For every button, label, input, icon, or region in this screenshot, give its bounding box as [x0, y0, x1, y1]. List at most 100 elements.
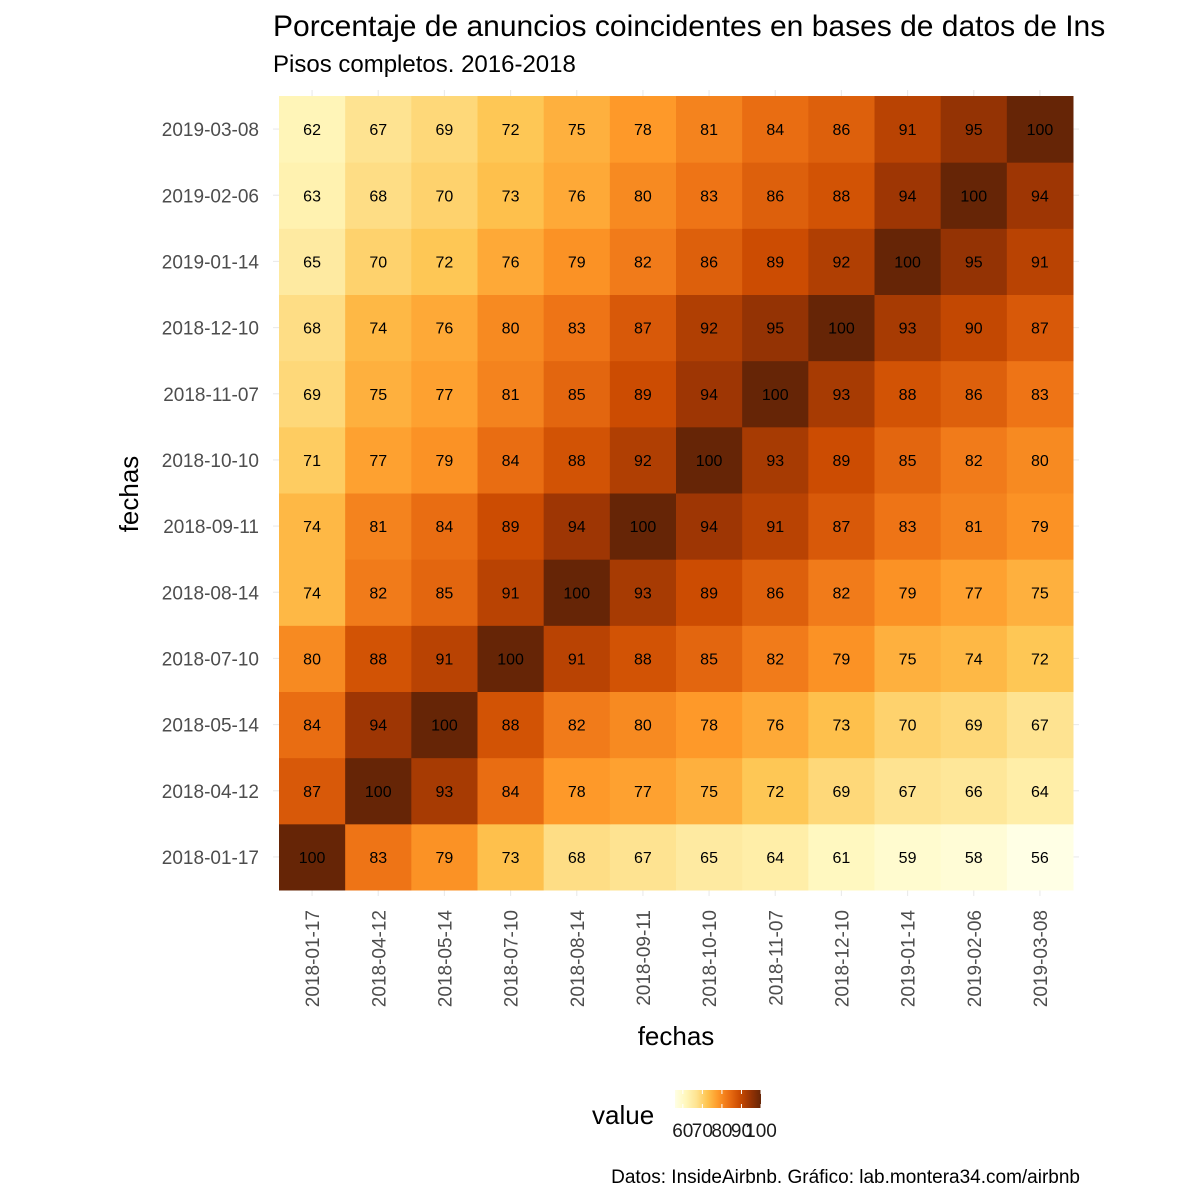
heatmap-cell [477, 162, 545, 229]
heatmap-cell [411, 823, 478, 891]
cell-value-label: 67 [634, 850, 652, 867]
cell-value-label: 75 [700, 784, 718, 801]
heatmap-cell [874, 493, 942, 560]
cell-value-label: 84 [502, 784, 520, 801]
heatmap-cell [543, 757, 611, 825]
heatmap-cell [543, 625, 611, 692]
x-tick-label: 2019-02-06 [965, 910, 986, 1007]
cell-value-label: 94 [700, 519, 718, 536]
heatmap-cell [742, 360, 809, 428]
cell-value-label: 95 [965, 122, 983, 139]
heatmap-cell [477, 559, 545, 626]
cell-value-label: 74 [965, 651, 983, 668]
cell-value-label: 86 [766, 188, 784, 205]
y-tick-label: 2018-12-10 [162, 319, 259, 340]
heatmap-cell [345, 426, 412, 494]
cell-value-label: 100 [894, 254, 921, 271]
cell-value-label: 93 [436, 784, 454, 801]
heatmap-cell [1006, 162, 1074, 229]
heatmap-cell [279, 96, 346, 163]
cell-value-label: 61 [833, 850, 851, 867]
heatmap-cell [742, 228, 809, 295]
cell-value-label: 79 [833, 651, 851, 668]
heatmap-cell [477, 625, 545, 692]
heatmap-cell [1006, 493, 1074, 560]
heatmap-cell [411, 294, 478, 362]
cell-value-label: 79 [436, 453, 454, 470]
heatmap-cell [411, 559, 478, 626]
cell-value-label: 80 [1031, 453, 1049, 470]
heatmap-cell [543, 426, 611, 494]
cell-value-label: 92 [634, 453, 652, 470]
heatmap-cell [940, 294, 1008, 362]
heatmap-cell [345, 162, 412, 229]
heatmap-cell [1006, 823, 1074, 891]
cell-value-label: 82 [634, 254, 652, 271]
heatmap-cell [543, 228, 611, 295]
cell-value-label: 100 [365, 784, 392, 801]
heatmap-cell [1006, 228, 1074, 295]
heatmap-cell [940, 823, 1008, 891]
legend-colorbar [675, 1090, 761, 1108]
heatmap-cell [742, 625, 809, 692]
heatmap-cell [874, 96, 942, 163]
heatmap-cell [411, 493, 478, 560]
y-tick-label: 2019-02-06 [162, 186, 259, 207]
cell-value-label: 80 [634, 188, 652, 205]
heatmap-cell [279, 360, 346, 428]
heatmap-cell [940, 757, 1008, 825]
heatmap-cell [411, 228, 478, 295]
heatmap-cell [940, 360, 1008, 428]
cell-labels: 100 83 79 73 68 67 65 64 61 59 58 56 87 100 93 84 78 77 75… [299, 122, 1054, 867]
heatmap-cell [345, 823, 412, 891]
cell-value-label: 69 [965, 718, 983, 735]
cell-value-label: 95 [965, 254, 983, 271]
x-tick-label: 2018-09-11 [634, 910, 655, 1006]
cell-value-label: 75 [899, 651, 917, 668]
heatmap-cell [742, 559, 809, 626]
cell-value-label: 82 [568, 718, 586, 735]
cell-value-label: 74 [303, 519, 321, 536]
cell-value-label: 87 [833, 519, 851, 536]
cell-value-label: 78 [634, 122, 652, 139]
heatmap-cell [279, 757, 346, 825]
cell-value-label: 91 [899, 122, 917, 139]
heatmap-cell [676, 360, 743, 428]
heatmap-cell [477, 294, 545, 362]
heatmap-cell [676, 823, 743, 891]
heatmap-cell [808, 360, 875, 428]
cell-value-label: 93 [899, 321, 917, 338]
cell-value-label: 69 [436, 122, 454, 139]
heatmap-cell [411, 426, 478, 494]
heatmap-cell [609, 823, 677, 891]
heatmap-cell [808, 493, 875, 560]
cell-value-label: 94 [700, 387, 718, 404]
cell-value-label: 100 [960, 188, 987, 205]
heatmap-cell [808, 757, 875, 825]
cell-value-label: 93 [766, 453, 784, 470]
heatmap-cell [940, 559, 1008, 626]
heatmap-cell [345, 691, 412, 759]
cell-value-label: 65 [700, 850, 718, 867]
cell-value-label: 92 [700, 321, 718, 338]
cell-value-label: 87 [634, 321, 652, 338]
x-tick-label: 2018-05-14 [435, 910, 456, 1008]
cell-value-label: 88 [634, 651, 652, 668]
heatmap-cell [543, 559, 611, 626]
heatmap-cell [543, 96, 611, 163]
x-axis-ticks: 2018-01-17 2018-04-12 2018-05-14 2018-07-10… [303, 910, 1052, 1008]
chart-subtitle: Pisos completos. 2016-2018 [273, 51, 576, 78]
heatmap-cell [742, 493, 809, 560]
heatmap-cell [808, 625, 875, 692]
cell-value-label: 84 [303, 718, 321, 735]
cell-value-label: 89 [700, 585, 718, 602]
cell-value-label: 69 [833, 784, 851, 801]
cell-value-label: 66 [965, 784, 983, 801]
heatmap-cell [676, 493, 743, 560]
cell-value-label: 82 [833, 585, 851, 602]
x-tick-label: 2018-12-10 [832, 910, 853, 1007]
cell-value-label: 100 [299, 850, 326, 867]
heatmap-cell [874, 228, 942, 295]
